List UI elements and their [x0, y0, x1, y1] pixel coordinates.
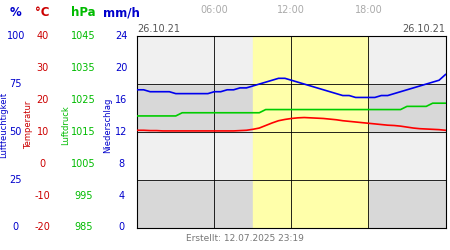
Text: 1035: 1035 [71, 63, 95, 73]
Text: 0: 0 [13, 222, 19, 232]
Bar [137, 180, 446, 228]
Bar [253, 36, 369, 228]
Text: Temperatur: Temperatur [24, 101, 33, 149]
Text: 8: 8 [118, 159, 125, 169]
Text: °C: °C [36, 6, 50, 19]
Text: 06:00: 06:00 [200, 6, 228, 16]
Text: 1015: 1015 [71, 127, 95, 137]
Text: 20: 20 [36, 95, 49, 105]
Text: 26.10.21: 26.10.21 [402, 24, 446, 34]
Text: 1025: 1025 [71, 95, 95, 105]
Text: 25: 25 [9, 175, 22, 185]
Text: 0: 0 [40, 159, 46, 169]
Text: -10: -10 [35, 190, 50, 200]
Text: hPa: hPa [71, 6, 95, 19]
Text: 12:00: 12:00 [278, 6, 305, 16]
Text: 10: 10 [36, 127, 49, 137]
Text: 30: 30 [36, 63, 49, 73]
Text: 0: 0 [118, 222, 125, 232]
Text: 12: 12 [115, 127, 128, 137]
Text: 1005: 1005 [71, 159, 95, 169]
Text: 24: 24 [115, 31, 128, 41]
Text: Luftfeuchtigkeit: Luftfeuchtigkeit [0, 92, 8, 158]
Text: 18:00: 18:00 [355, 6, 382, 16]
Text: 50: 50 [9, 127, 22, 137]
Text: mm/h: mm/h [103, 6, 140, 19]
Text: Erstellt: 12.07.2025 23:19: Erstellt: 12.07.2025 23:19 [186, 234, 304, 243]
Text: 995: 995 [74, 190, 93, 200]
Bar [137, 36, 446, 84]
Text: 20: 20 [115, 63, 128, 73]
Bar [137, 84, 446, 132]
Text: 40: 40 [36, 31, 49, 41]
Text: Luftdruck: Luftdruck [61, 105, 70, 145]
Text: -20: -20 [35, 222, 51, 232]
Text: 75: 75 [9, 79, 22, 89]
Text: 16: 16 [115, 95, 128, 105]
Text: 100: 100 [7, 31, 25, 41]
Text: 1045: 1045 [71, 31, 95, 41]
Bar [137, 132, 446, 180]
Text: %: % [10, 6, 22, 19]
Text: 985: 985 [74, 222, 93, 232]
Text: 26.10.21: 26.10.21 [137, 24, 180, 34]
Text: 4: 4 [118, 190, 125, 200]
Text: Niederschlag: Niederschlag [104, 97, 112, 153]
